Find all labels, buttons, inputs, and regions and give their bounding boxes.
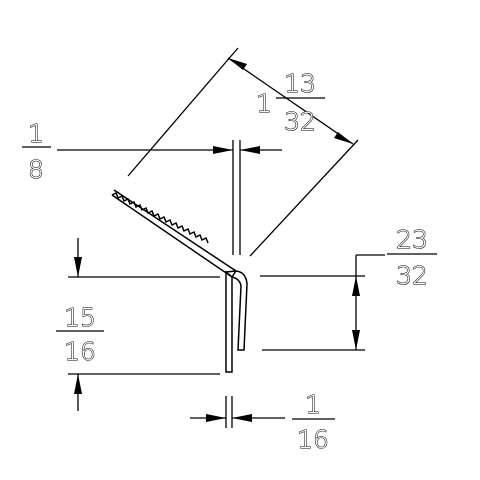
numerator: 15 [64,303,96,332]
extension-line [249,139,359,257]
numerator: 23 [396,225,428,254]
numerator: 1 [28,119,44,148]
arrowhead [352,276,360,296]
denominator: 16 [297,425,329,454]
numerator: 13 [284,69,316,98]
extension-line [127,47,239,177]
arrowhead [74,257,82,277]
dimension-fin-length [127,47,359,257]
arrowhead [334,132,353,144]
dimension-return-leg [260,254,385,351]
arrowhead [213,146,233,154]
label-top-gap: 1 8 [22,118,51,185]
arrowhead [240,146,260,154]
arrowhead [352,330,360,350]
numerator: 1 [305,390,321,419]
denominator: 32 [396,261,428,290]
label-return-leg: 23 32 [387,224,437,291]
whole-number: 1 [256,89,272,118]
arrowhead [232,414,252,422]
dimension-line [227,57,354,145]
fin-serrations [111,191,209,244]
arrowhead [206,414,226,422]
arrowhead [74,374,82,394]
label-thickness: 1 16 [292,389,335,455]
vertical-leg [225,270,233,373]
denominator: 32 [284,107,316,136]
trim-profile [111,189,248,373]
dimension-leg-height [68,238,220,411]
label-leg-height: 15 16 [56,302,104,367]
arrowhead [228,58,247,70]
dimension-top-gap [57,140,282,255]
denominator: 16 [64,337,96,366]
serrated-fin [111,189,238,279]
label-fin-length: 1 13 32 [256,68,325,137]
dimension-thickness [190,396,285,428]
denominator: 8 [28,155,44,184]
return-leg [225,270,248,351]
